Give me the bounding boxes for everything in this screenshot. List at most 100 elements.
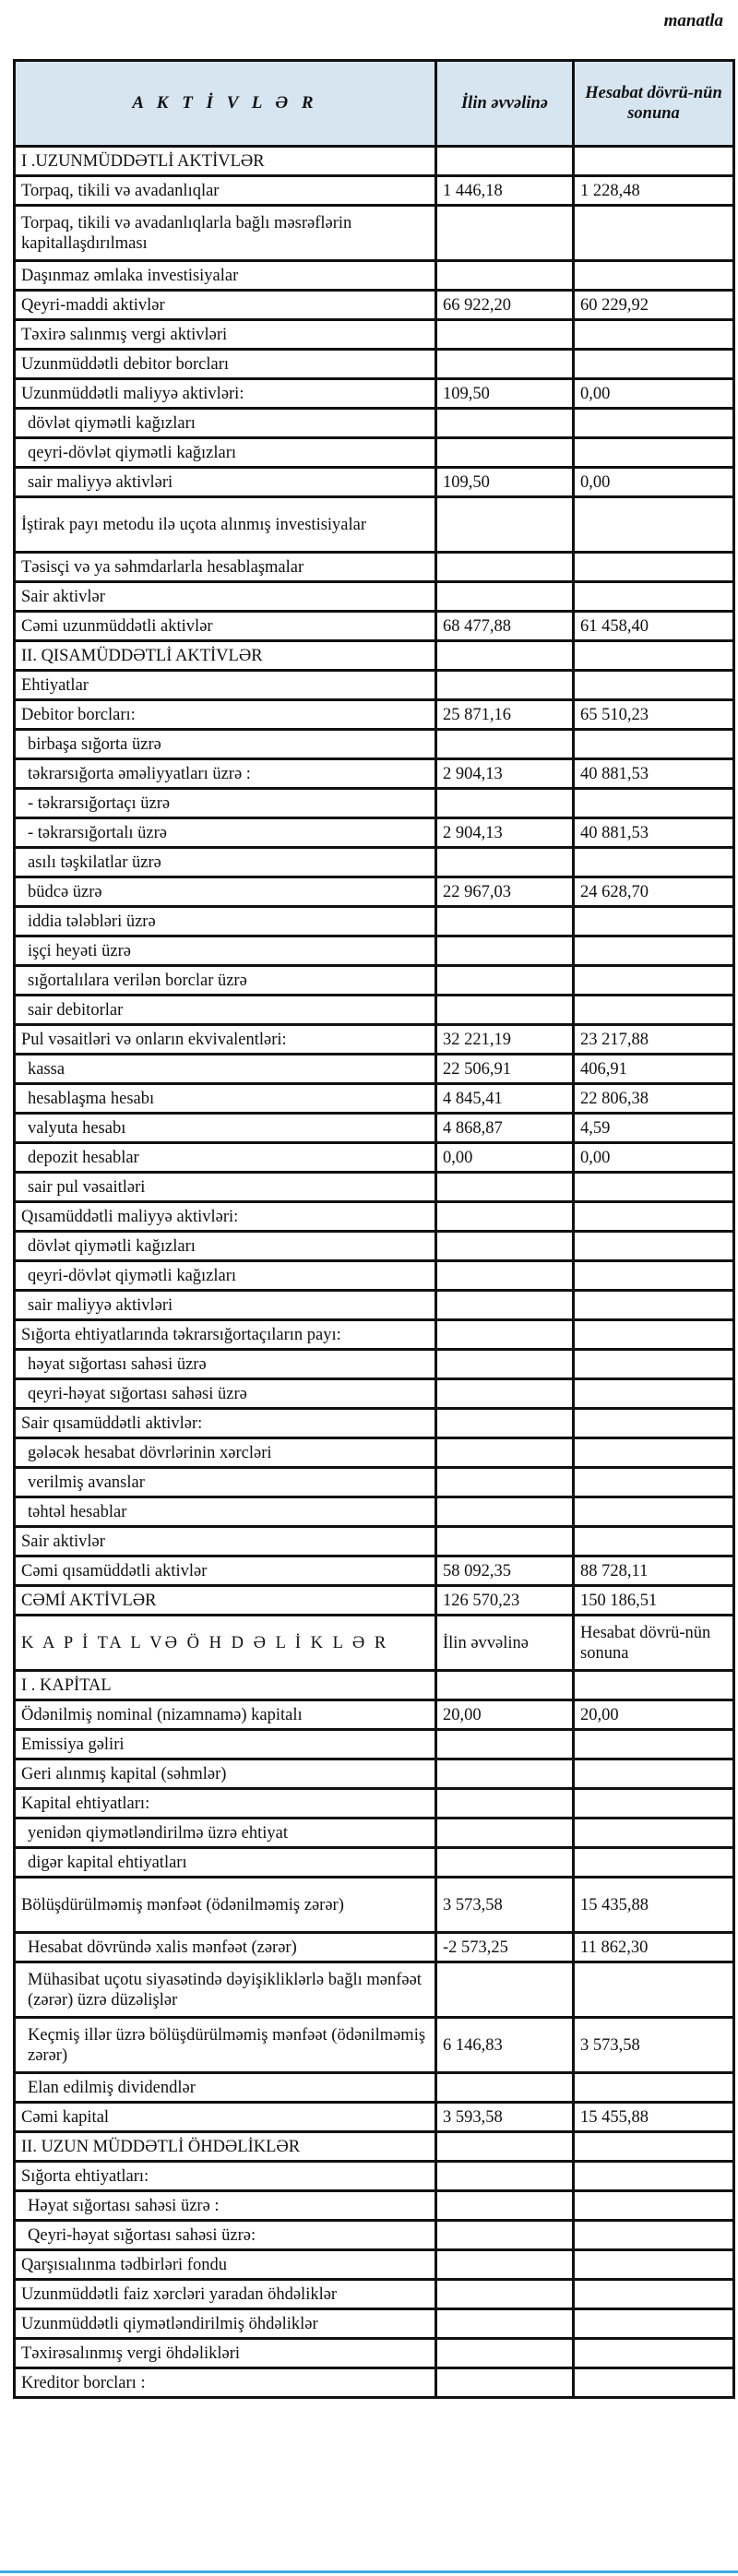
row-label: həyat sığortası sahəsi üzrə [13,1348,437,1380]
row-value-start: 0,00 [434,1141,575,1174]
row-label: Bölüşdürülməmiş mənfəət (ödənilməmiş zər… [13,1876,437,1934]
row-value-start [434,2248,575,2281]
table-row: hesablaşma hesabı 4 845,41 22 806,38 [13,1082,735,1115]
row-value-end [572,1758,735,1790]
table-row: Mühasibat uçotu siyasətində dəyişikliklə… [13,1961,735,2019]
row-value-end [572,495,735,554]
row-label: Qısamüddətli maliyyə aktivləri: [13,1200,437,1233]
row-label: Torpaq, tikili və avadanlıqlar [13,174,437,207]
row-value-end [572,436,735,469]
row-label: Cəmi uzunmüddətli aktivlər [13,610,437,642]
row-label: CƏMİ AKTİVLƏR [13,1584,437,1616]
table-row: İştirak payı metodu ilə uçota alınmış in… [13,495,735,554]
row-label: digər kapital ehtiyatları [13,1846,437,1878]
row-value-end [572,1437,735,1469]
table-row: Ehtiyatlar [13,669,735,701]
row-value-start [434,145,575,177]
row-value-start [434,407,575,439]
table-row: I . KAPİTAL [13,1669,735,1701]
table-row: sair maliyyə aktivləri 109,50 0,00 [13,466,735,498]
row-label: valyuta hesabı [13,1112,437,1144]
row-value-start [434,1200,575,1233]
row-value-end [572,1728,735,1760]
row-value-start: 66 922,20 [434,289,575,321]
row-value-start [434,935,575,967]
row-value-start [434,1437,575,1469]
table-row: Debitor borcları: 25 871,16 65 510,23 [13,698,735,731]
table-row: Sair aktivlər [13,580,735,613]
table-row: Qarşısıalınma tədbirləri fondu [13,2248,735,2281]
row-label: Ehtiyatlar [13,669,437,701]
row-value-start [434,846,575,878]
row-value-start [434,2160,575,2192]
row-label: birbaşa sığorta üzrə [13,728,437,760]
table-row: Emissiya gəliri [13,1728,735,1760]
row-label: sair maliyyə aktivləri [13,1289,437,1321]
row-value-end [572,2278,735,2310]
row-value-start [434,2189,575,2222]
table-row: asılı təşkilatlar üzrə [13,846,735,878]
row-value-start [434,2130,575,2163]
row-label: Sair aktivlər [13,1525,437,1557]
table-row: valyuta hesabı 4 868,87 4,59 [13,1112,735,1144]
row-value-end: 0,00 [572,466,735,498]
table-row: II. UZUN MÜDDƏTLİ ÖHDƏLİKLƏR [13,2130,735,2163]
row-label: Daşınmaz əmlaka investisiyalar [13,259,437,292]
row-value-start: 109,50 [434,466,575,498]
table-row: Qeyri-həyat sığortası sahəsi üzrə: [13,2219,735,2251]
row-value-start [434,787,575,819]
row-value-end: 61 458,40 [572,610,735,642]
row-value-end: 1 228,48 [572,174,735,207]
row-value-end [572,994,735,1026]
row-value-end [572,407,735,439]
row-label: təhtəl hesablar [13,1496,437,1528]
table-row: II. QISAMÜDDƏTLİ AKTİVLƏR [13,639,735,672]
row-label: verilmiş avanslar [13,1466,437,1498]
row-value-start [434,2278,575,2310]
row-value-start [434,436,575,469]
table-row: Kreditor borcları : [13,2367,735,2399]
table-row: depozit hesablar 0,00 0,00 [13,1141,735,1174]
table-row: gələcək hesabat dövrlərinin xərcləri [13,1437,735,1469]
header-start-of-year: İlin əvvəlinə [434,59,575,148]
row-value-end: 23 217,88 [572,1023,735,1055]
row-label: büdcə üzrə [13,876,437,908]
row-value-start: 3 573,58 [434,1876,575,1934]
row-label: - təkrarsığortalı üzrə [13,817,437,849]
row-value-start: 32 221,19 [434,1023,575,1055]
row-value-start [434,2219,575,2251]
row-label: Elan edilmiş dividendlər [13,2071,437,2104]
row-value-start [434,1817,575,1849]
row-label: Qarşısıalınma tədbirləri fondu [13,2248,437,2281]
row-label: Torpaq, tikili və avadanlıqlarla bağlı m… [13,204,437,262]
row-value-end [572,1289,735,1321]
row-value-end [572,1961,735,2019]
row-label: sığortalılara verilən borclar üzrə [13,964,437,996]
row-value-end [572,2130,735,2163]
header-end-of-period: Hesabat dövrü-nün sonuna [572,59,735,148]
row-value-start: 22 506,91 [434,1053,575,1085]
row-value-end [572,905,735,937]
table-row: büdcə üzrə 22 967,03 24 628,70 [13,876,735,908]
table-row: - təkrarsığortalı üzrə 2 904,13 40 881,53 [13,817,735,849]
page-bottom-divider [0,2570,738,2573]
table-row: Elan edilmiş dividendlər [13,2071,735,2104]
row-value-end [572,2248,735,2281]
row-label: Emissiya gəliri [13,1728,437,1760]
table-row: Torpaq, tikili və avadanlıqlarla bağlı m… [13,204,735,262]
row-value-start [434,2308,575,2340]
row-label: kassa [13,1053,437,1085]
row-label: İştirak payı metodu ilə uçota alınmış in… [13,495,437,554]
row-label: K A P İ TA L VƏ Ö H D Ə L İ K L Ə R [13,1614,437,1672]
row-value-start: 126 570,23 [434,1584,575,1616]
row-value-end [572,1171,735,1203]
row-value-start [434,964,575,996]
row-value-start: 1 446,18 [434,174,575,207]
row-value-start [434,639,575,672]
row-label: Ödənilmiş nominal (nizamnamə) kapitalı [13,1699,437,1731]
table-row: Daşınmaz əmlaka investisiyalar [13,259,735,292]
row-value-start [434,1496,575,1528]
row-label: Cəmi kapital [13,2101,437,2133]
row-value-end [572,1466,735,1498]
row-value-start [434,1407,575,1439]
